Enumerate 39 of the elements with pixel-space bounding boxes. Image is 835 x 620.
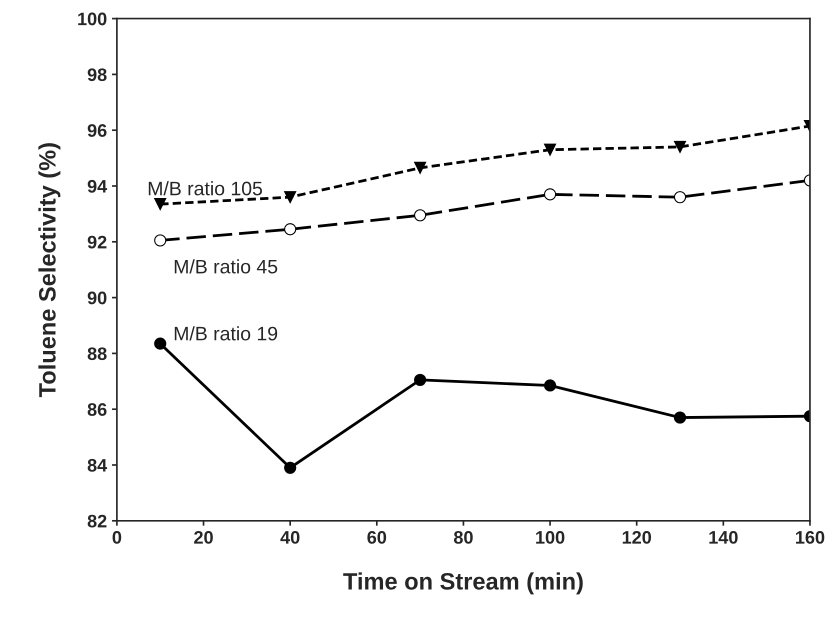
x-tick-label: 120 — [622, 531, 652, 544]
point — [544, 379, 556, 392]
point — [414, 374, 426, 386]
y-tick-label: 88 — [88, 347, 107, 360]
y-tick-label: 86 — [88, 403, 107, 416]
point — [284, 223, 296, 236]
x-tick-label: 160 — [796, 531, 824, 544]
x-tick-label: 140 — [709, 531, 738, 544]
point — [674, 191, 686, 204]
point — [154, 234, 166, 246]
x-tick-label: 80 — [454, 531, 473, 544]
x-axis-title: Time on Stream (min) — [343, 572, 583, 594]
y-tick-label: 92 — [88, 236, 106, 249]
y-tick-label: 98 — [88, 68, 107, 82]
point — [544, 188, 556, 200]
point — [284, 462, 296, 474]
x-tick-label: 100 — [536, 531, 564, 544]
point — [414, 209, 426, 222]
x-tick-label: 20 — [194, 531, 213, 544]
series-label: M/B ratio 45 — [174, 259, 278, 274]
series-label: M/B ratio 19 — [174, 326, 278, 340]
y-tick-label: 94 — [88, 180, 108, 193]
point — [154, 338, 166, 350]
point — [284, 191, 296, 204]
y-tick-label: 100 — [78, 12, 106, 26]
y-tick-label: 84 — [88, 458, 108, 472]
point — [674, 140, 686, 154]
point — [544, 144, 556, 156]
x-tick-label: 40 — [280, 531, 300, 544]
x-tick-label: 60 — [367, 531, 386, 544]
y-axis-title: Toluene Selectivity (%) — [38, 143, 60, 398]
y-tick-label: 96 — [88, 124, 107, 137]
series-label: M/B ratio 105 — [148, 181, 262, 196]
point — [674, 411, 686, 424]
point — [414, 162, 426, 174]
y-tick-label: 82 — [88, 514, 106, 528]
point — [154, 198, 166, 210]
x-tick-label: 0 — [112, 531, 122, 544]
y-tick-label: 90 — [88, 292, 106, 304]
